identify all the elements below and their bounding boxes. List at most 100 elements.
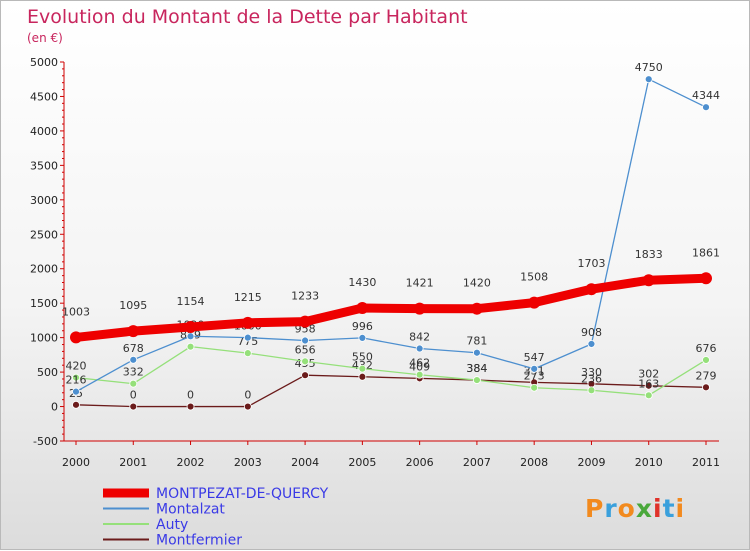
y-tick-label: 4000 — [30, 125, 58, 138]
data-point — [127, 325, 140, 338]
x-tick-label: 2006 — [406, 456, 434, 469]
legend-label: Montalzat — [156, 502, 225, 518]
x-tick-label: 2009 — [577, 456, 605, 469]
data-label: 1833 — [635, 248, 663, 261]
data-point — [186, 402, 195, 411]
data-label: 273 — [524, 370, 545, 383]
chart-subtitle: (en €) — [27, 31, 63, 45]
data-label: 547 — [524, 351, 545, 364]
y-tick-label: 4500 — [30, 90, 58, 103]
y-tick-label: 3000 — [30, 194, 58, 207]
data-point — [358, 372, 367, 381]
data-point — [356, 302, 369, 315]
x-tick-label: 2008 — [520, 456, 548, 469]
data-label: 332 — [123, 366, 144, 379]
data-point — [587, 340, 596, 348]
y-tick-label: 3500 — [30, 159, 58, 172]
data-label: 4750 — [635, 61, 663, 74]
x-tick-label: 2001 — [119, 456, 147, 469]
x-tick-label: 2004 — [291, 456, 319, 469]
series-line — [75, 78, 707, 393]
data-label: 0 — [187, 389, 194, 402]
data-point — [644, 75, 653, 84]
data-point — [243, 333, 252, 342]
data-label: 1154 — [177, 295, 205, 308]
data-label: 781 — [466, 335, 487, 348]
data-label: 1861 — [692, 246, 720, 259]
data-label: 1421 — [406, 277, 434, 290]
data-point — [530, 364, 539, 373]
data-point — [184, 321, 197, 334]
data-label: 409 — [409, 360, 430, 373]
y-tick-label: 500 — [37, 366, 58, 379]
data-label: 1095 — [119, 299, 147, 312]
proxiti-logo: Proxiti — [585, 494, 685, 523]
data-point — [470, 302, 483, 315]
series-line — [75, 346, 707, 396]
data-point — [473, 348, 481, 357]
data-point — [186, 332, 195, 341]
data-label: 302 — [638, 368, 659, 381]
x-tick-label: 2007 — [463, 456, 491, 469]
data-point — [129, 379, 138, 388]
legend-label: Auty — [156, 517, 188, 533]
data-point — [644, 391, 653, 400]
data-point — [243, 402, 252, 411]
data-label: 656 — [295, 343, 316, 356]
data-label: 1003 — [62, 305, 90, 318]
y-tick-label: -500 — [33, 435, 58, 448]
data-point — [129, 402, 138, 411]
data-point — [301, 357, 309, 366]
y-tick-label: 1500 — [30, 297, 58, 310]
data-point — [70, 331, 82, 344]
data-point — [299, 315, 312, 328]
y-tick-label: 5000 — [30, 56, 58, 69]
x-tick-label: 2005 — [348, 456, 376, 469]
data-point — [528, 296, 541, 309]
data-point — [72, 373, 80, 382]
data-label: 550 — [352, 351, 373, 364]
data-point — [72, 400, 80, 409]
data-label: 1430 — [348, 276, 376, 289]
y-tick-label: 0 — [51, 401, 58, 414]
x-tick-label: 2010 — [635, 456, 663, 469]
data-label: 908 — [581, 326, 602, 339]
data-label: 0 — [130, 389, 137, 402]
data-point — [72, 387, 80, 396]
data-label: 279 — [696, 369, 717, 382]
data-point — [702, 356, 710, 364]
data-label: 0 — [244, 389, 251, 402]
x-tick-label: 2002 — [177, 456, 205, 469]
data-label: 1703 — [577, 257, 605, 270]
y-tick-label: 1000 — [30, 332, 58, 345]
data-point — [413, 302, 426, 315]
data-label: 420 — [66, 360, 87, 373]
data-point — [644, 381, 653, 390]
chart-title: Evolution du Montant de la Dette par Hab… — [27, 6, 468, 28]
data-point — [358, 334, 367, 342]
data-label: 216 — [66, 374, 87, 387]
legend-label: Montfermier — [156, 533, 242, 549]
data-label: 384 — [466, 362, 487, 375]
data-point — [129, 355, 138, 364]
y-tick-label: 2000 — [30, 263, 58, 276]
x-tick-label: 2000 — [62, 456, 90, 469]
data-label: 4344 — [692, 89, 720, 102]
data-point — [415, 370, 424, 379]
data-point — [702, 103, 710, 112]
data-point — [358, 364, 367, 373]
data-label: 163 — [638, 377, 659, 390]
series-line — [75, 374, 707, 408]
y-tick-label: 2500 — [30, 228, 58, 241]
data-label: 330 — [581, 366, 602, 379]
data-label: 678 — [123, 342, 144, 355]
data-point — [642, 274, 655, 287]
data-point — [702, 383, 710, 392]
data-point — [243, 349, 252, 358]
data-label: 462 — [409, 357, 430, 370]
x-tick-label: 2003 — [234, 456, 262, 469]
legend-label: MONTPEZAT-DE-QUERCY — [156, 486, 329, 502]
data-label: 1420 — [463, 277, 491, 290]
